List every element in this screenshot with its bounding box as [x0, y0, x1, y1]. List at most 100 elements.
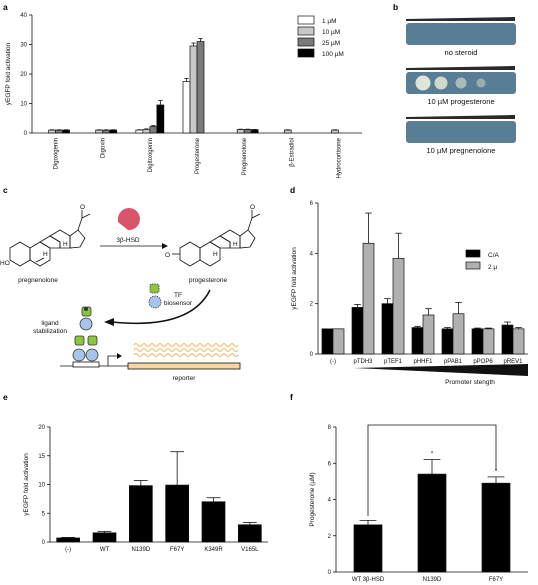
legend-swatch	[297, 37, 315, 47]
legend-label: 100 µM	[322, 51, 344, 58]
plate-label-progesterone: 10 µM progesterone	[427, 97, 494, 106]
y-tick-label: 4	[328, 498, 332, 504]
sensor-domain-icon	[149, 283, 160, 294]
bar	[237, 524, 262, 543]
y-tick-label: 6	[310, 201, 314, 207]
bar	[411, 327, 424, 355]
y-tick-label: 0	[24, 131, 28, 137]
bar	[55, 129, 63, 134]
plate-label-no-steroid: no steroid	[445, 48, 478, 57]
bar	[417, 473, 447, 573]
panel-label-e: e	[3, 392, 8, 402]
x-tick-label: Digitoxigenin	[148, 138, 154, 172]
bar	[201, 501, 226, 543]
legend-label: 1 µM	[322, 18, 337, 25]
promoter-arrow	[107, 355, 118, 366]
oxygen-label: O	[80, 204, 85, 211]
colony-spot	[455, 77, 467, 89]
x-tick-label: pREV1	[503, 359, 523, 365]
concentration-wedge	[406, 66, 515, 70]
bar	[156, 104, 165, 134]
sensor-dbd-icon	[85, 348, 99, 362]
x-tick-label: WT 3β-HSD	[352, 577, 385, 583]
x-tick-label: pPOP6	[473, 359, 493, 365]
y-axis-label: yEGFP fold activation	[23, 453, 30, 516]
panel-label-a: a	[3, 2, 8, 12]
y-tick-label: 20	[20, 72, 27, 78]
bar	[452, 313, 465, 355]
bar	[92, 532, 117, 543]
progesterone-label: progesterone	[189, 277, 228, 284]
significance-star: *	[431, 451, 434, 458]
y-tick-label: 30	[20, 43, 27, 49]
y-tick-label: 20	[38, 425, 45, 431]
reporter-label: reporter	[173, 375, 197, 382]
arrowhead	[162, 243, 168, 249]
sensor-dbd-icon	[148, 295, 162, 309]
chart-e: 0 5 10 15 20 yEGFP fold activation (-) WT N139D F…	[23, 425, 268, 553]
stabilization-arrow	[111, 289, 211, 325]
bar	[422, 314, 435, 355]
x-tick-label: Digoxigenin	[54, 138, 60, 169]
bar	[243, 129, 252, 134]
bar	[351, 307, 364, 355]
legend-swatch	[465, 249, 481, 258]
panel-c-schematic: O HO H H pregnenolone 3β-HSD O O H H pro…	[0, 204, 261, 382]
h-label: H	[213, 251, 218, 258]
legend-swatch	[297, 26, 315, 36]
x-tick-label: pTEF1	[384, 359, 403, 365]
bar	[62, 129, 70, 134]
bar	[512, 328, 525, 355]
concentration-wedge	[406, 17, 515, 21]
significance-bracket	[367, 424, 497, 516]
operator-site	[72, 361, 100, 368]
progesterone-structure	[172, 210, 261, 267]
concentration-wedge	[406, 115, 515, 119]
oxygen-label: O	[165, 252, 170, 259]
bar	[102, 129, 111, 134]
y-tick-label: 15	[38, 454, 45, 460]
y-tick-label: 2	[328, 534, 332, 540]
bar	[501, 324, 514, 355]
colony-spot	[434, 76, 448, 90]
y-tick-label: 10	[38, 483, 45, 489]
x-tick-label: Hydrocortisone	[336, 137, 342, 178]
y-tick-label: 2	[310, 302, 314, 308]
y-tick-label: 40	[20, 13, 27, 19]
legend-label: C/A	[488, 252, 500, 259]
colony-spot	[415, 75, 431, 91]
panel-label-c: c	[3, 185, 8, 195]
x-tick-label: F67Y	[170, 547, 184, 553]
arrowhead	[104, 318, 114, 326]
y-tick-label: 4	[310, 251, 314, 257]
bar	[250, 129, 259, 134]
y-tick-label: 0	[42, 540, 46, 546]
tf-biosensor-label: TF biosensor	[164, 292, 193, 307]
x-tick-label: (-)	[65, 547, 71, 553]
bar	[321, 328, 334, 355]
pregnenolone-structure	[9, 210, 91, 267]
y-tick-label: 10	[20, 102, 27, 108]
x-tick-label: N139D	[423, 577, 442, 583]
bar	[149, 126, 158, 134]
agar-plate-pregnenolone	[406, 121, 516, 143]
legend-swatch	[297, 48, 315, 58]
legend-swatch	[297, 15, 315, 25]
x-tick-label: Progesterone	[195, 137, 201, 174]
y-axis-label: yEGFP fold activation	[291, 247, 298, 310]
legend-label: 2 µ	[488, 264, 497, 271]
y-tick-label: 5	[42, 511, 46, 517]
bar	[95, 129, 104, 134]
bar	[283, 129, 292, 134]
bar	[481, 482, 511, 573]
significance-star: *	[495, 468, 498, 475]
bar	[56, 537, 81, 543]
plate-label-pregnenolone: 10 µM pregnenolone	[427, 146, 496, 155]
bar	[353, 524, 383, 573]
ligand-stabilization-label: ligand stabilization	[33, 320, 67, 335]
bar	[142, 129, 151, 134]
x-tick-label: Pregnenolone	[242, 137, 248, 175]
legend-label: 10 µM	[322, 29, 340, 36]
y-tick-label: 0	[310, 352, 314, 358]
